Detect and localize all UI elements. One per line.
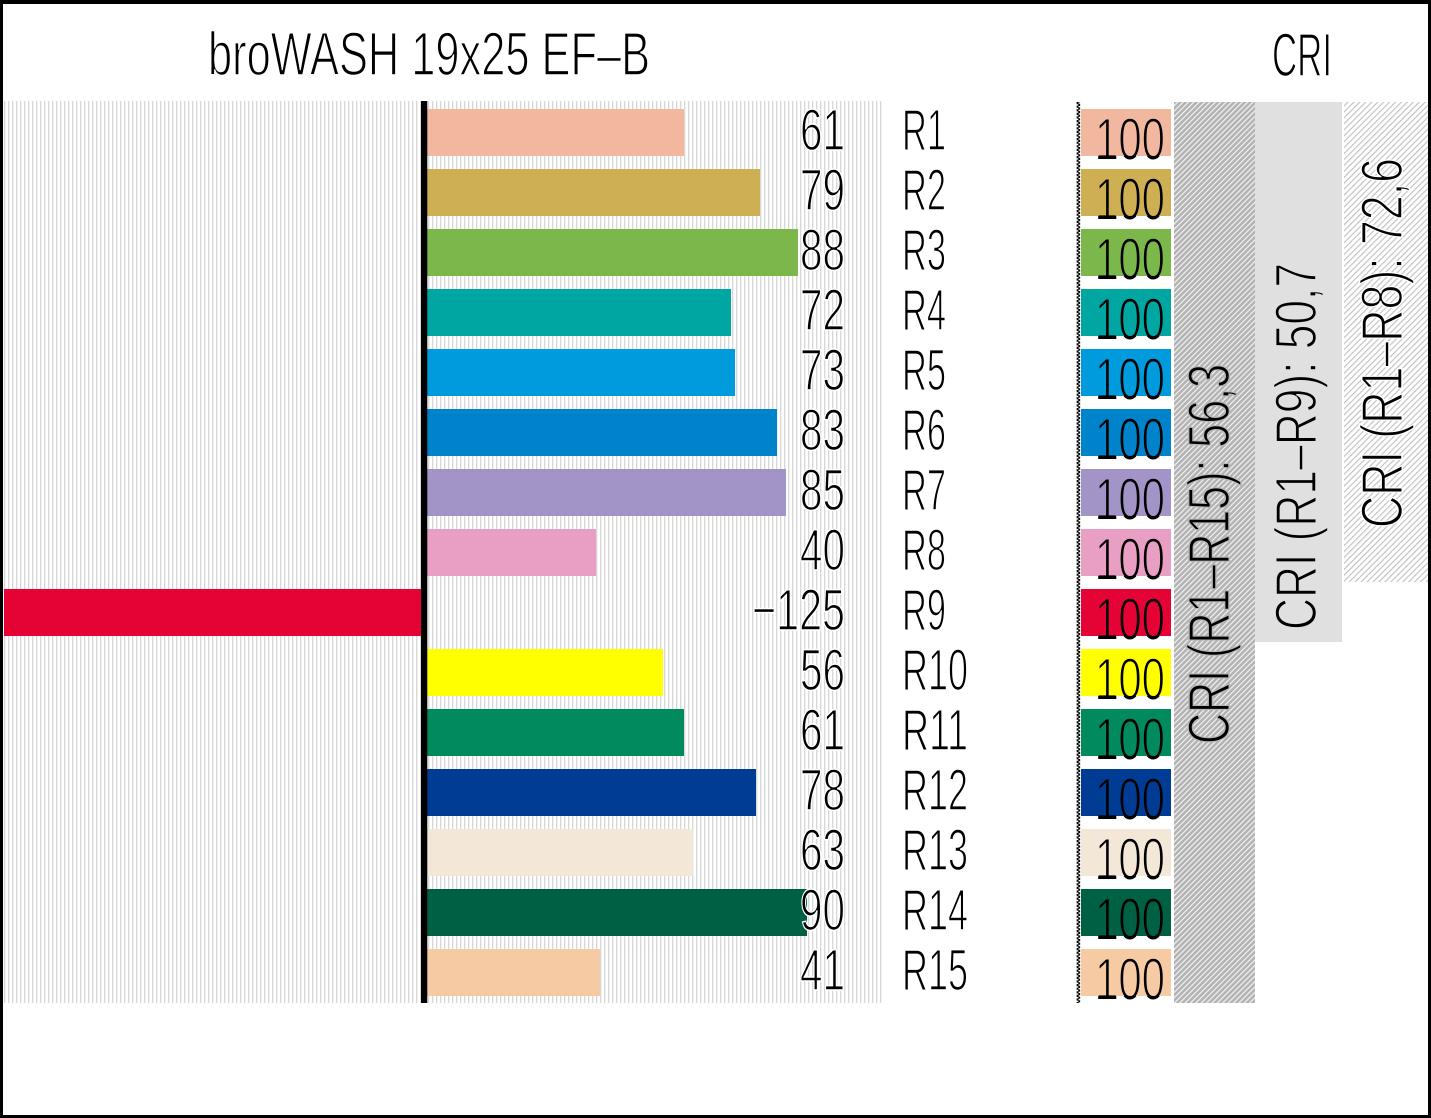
svg-text:41: 41	[800, 938, 845, 1003]
svg-text:R14: R14	[902, 878, 968, 943]
svg-text:R5: R5	[902, 338, 946, 403]
svg-text:CRI: CRI	[1272, 21, 1332, 90]
svg-text:100: 100	[1095, 947, 1165, 1012]
svg-text:40: 40	[800, 518, 845, 583]
svg-text:83: 83	[800, 398, 845, 463]
svg-text:100: 100	[1095, 707, 1165, 772]
svg-text:CRI (R1–R9): 50,7: CRI (R1–R9): 50,7	[1264, 263, 1329, 630]
svg-text:88: 88	[800, 218, 845, 283]
svg-text:R11: R11	[902, 698, 968, 763]
svg-text:100: 100	[1095, 227, 1165, 292]
svg-text:72: 72	[800, 278, 845, 343]
svg-text:−125: −125	[752, 578, 845, 643]
svg-text:R1: R1	[902, 98, 946, 163]
svg-text:100: 100	[1095, 107, 1165, 172]
svg-text:100: 100	[1095, 287, 1165, 352]
svg-text:R7: R7	[902, 458, 946, 523]
svg-text:CRI (R1–R8): 72,6: CRI (R1–R8): 72,6	[1350, 158, 1415, 528]
svg-text:R15: R15	[902, 938, 968, 1003]
svg-text:R9: R9	[902, 578, 946, 643]
svg-text:100: 100	[1095, 347, 1165, 412]
svg-text:100: 100	[1095, 587, 1165, 652]
svg-text:100: 100	[1095, 827, 1165, 892]
svg-text:73: 73	[800, 338, 845, 403]
svg-text:CRI (R1–R15): 56,3: CRI (R1–R15): 56,3	[1177, 364, 1242, 744]
svg-text:R13: R13	[902, 818, 968, 883]
svg-text:85: 85	[800, 458, 845, 523]
svg-text:R8: R8	[902, 518, 946, 583]
svg-text:R6: R6	[902, 398, 946, 463]
svg-text:R10: R10	[902, 638, 968, 703]
svg-text:100: 100	[1095, 647, 1165, 712]
svg-text:broWASH 19x25 EF–B: broWASH 19x25 EF–B	[208, 20, 650, 89]
svg-text:R3: R3	[902, 218, 946, 283]
svg-text:R4: R4	[902, 278, 946, 343]
svg-text:100: 100	[1095, 947, 1165, 1012]
svg-text:100: 100	[1095, 527, 1165, 592]
svg-text:90: 90	[800, 878, 845, 943]
svg-text:100: 100	[1095, 167, 1165, 232]
svg-text:78: 78	[800, 758, 845, 823]
svg-text:79: 79	[800, 158, 845, 223]
svg-text:100: 100	[1095, 467, 1165, 532]
svg-text:100: 100	[1095, 767, 1165, 832]
svg-text:61: 61	[800, 98, 845, 163]
svg-text:R2: R2	[902, 158, 946, 223]
svg-text:R12: R12	[902, 758, 968, 823]
svg-text:56: 56	[800, 638, 845, 703]
svg-text:63: 63	[800, 818, 845, 883]
svg-text:100: 100	[1095, 407, 1165, 472]
svg-text:100: 100	[1095, 887, 1165, 952]
svg-text:61: 61	[800, 698, 845, 763]
